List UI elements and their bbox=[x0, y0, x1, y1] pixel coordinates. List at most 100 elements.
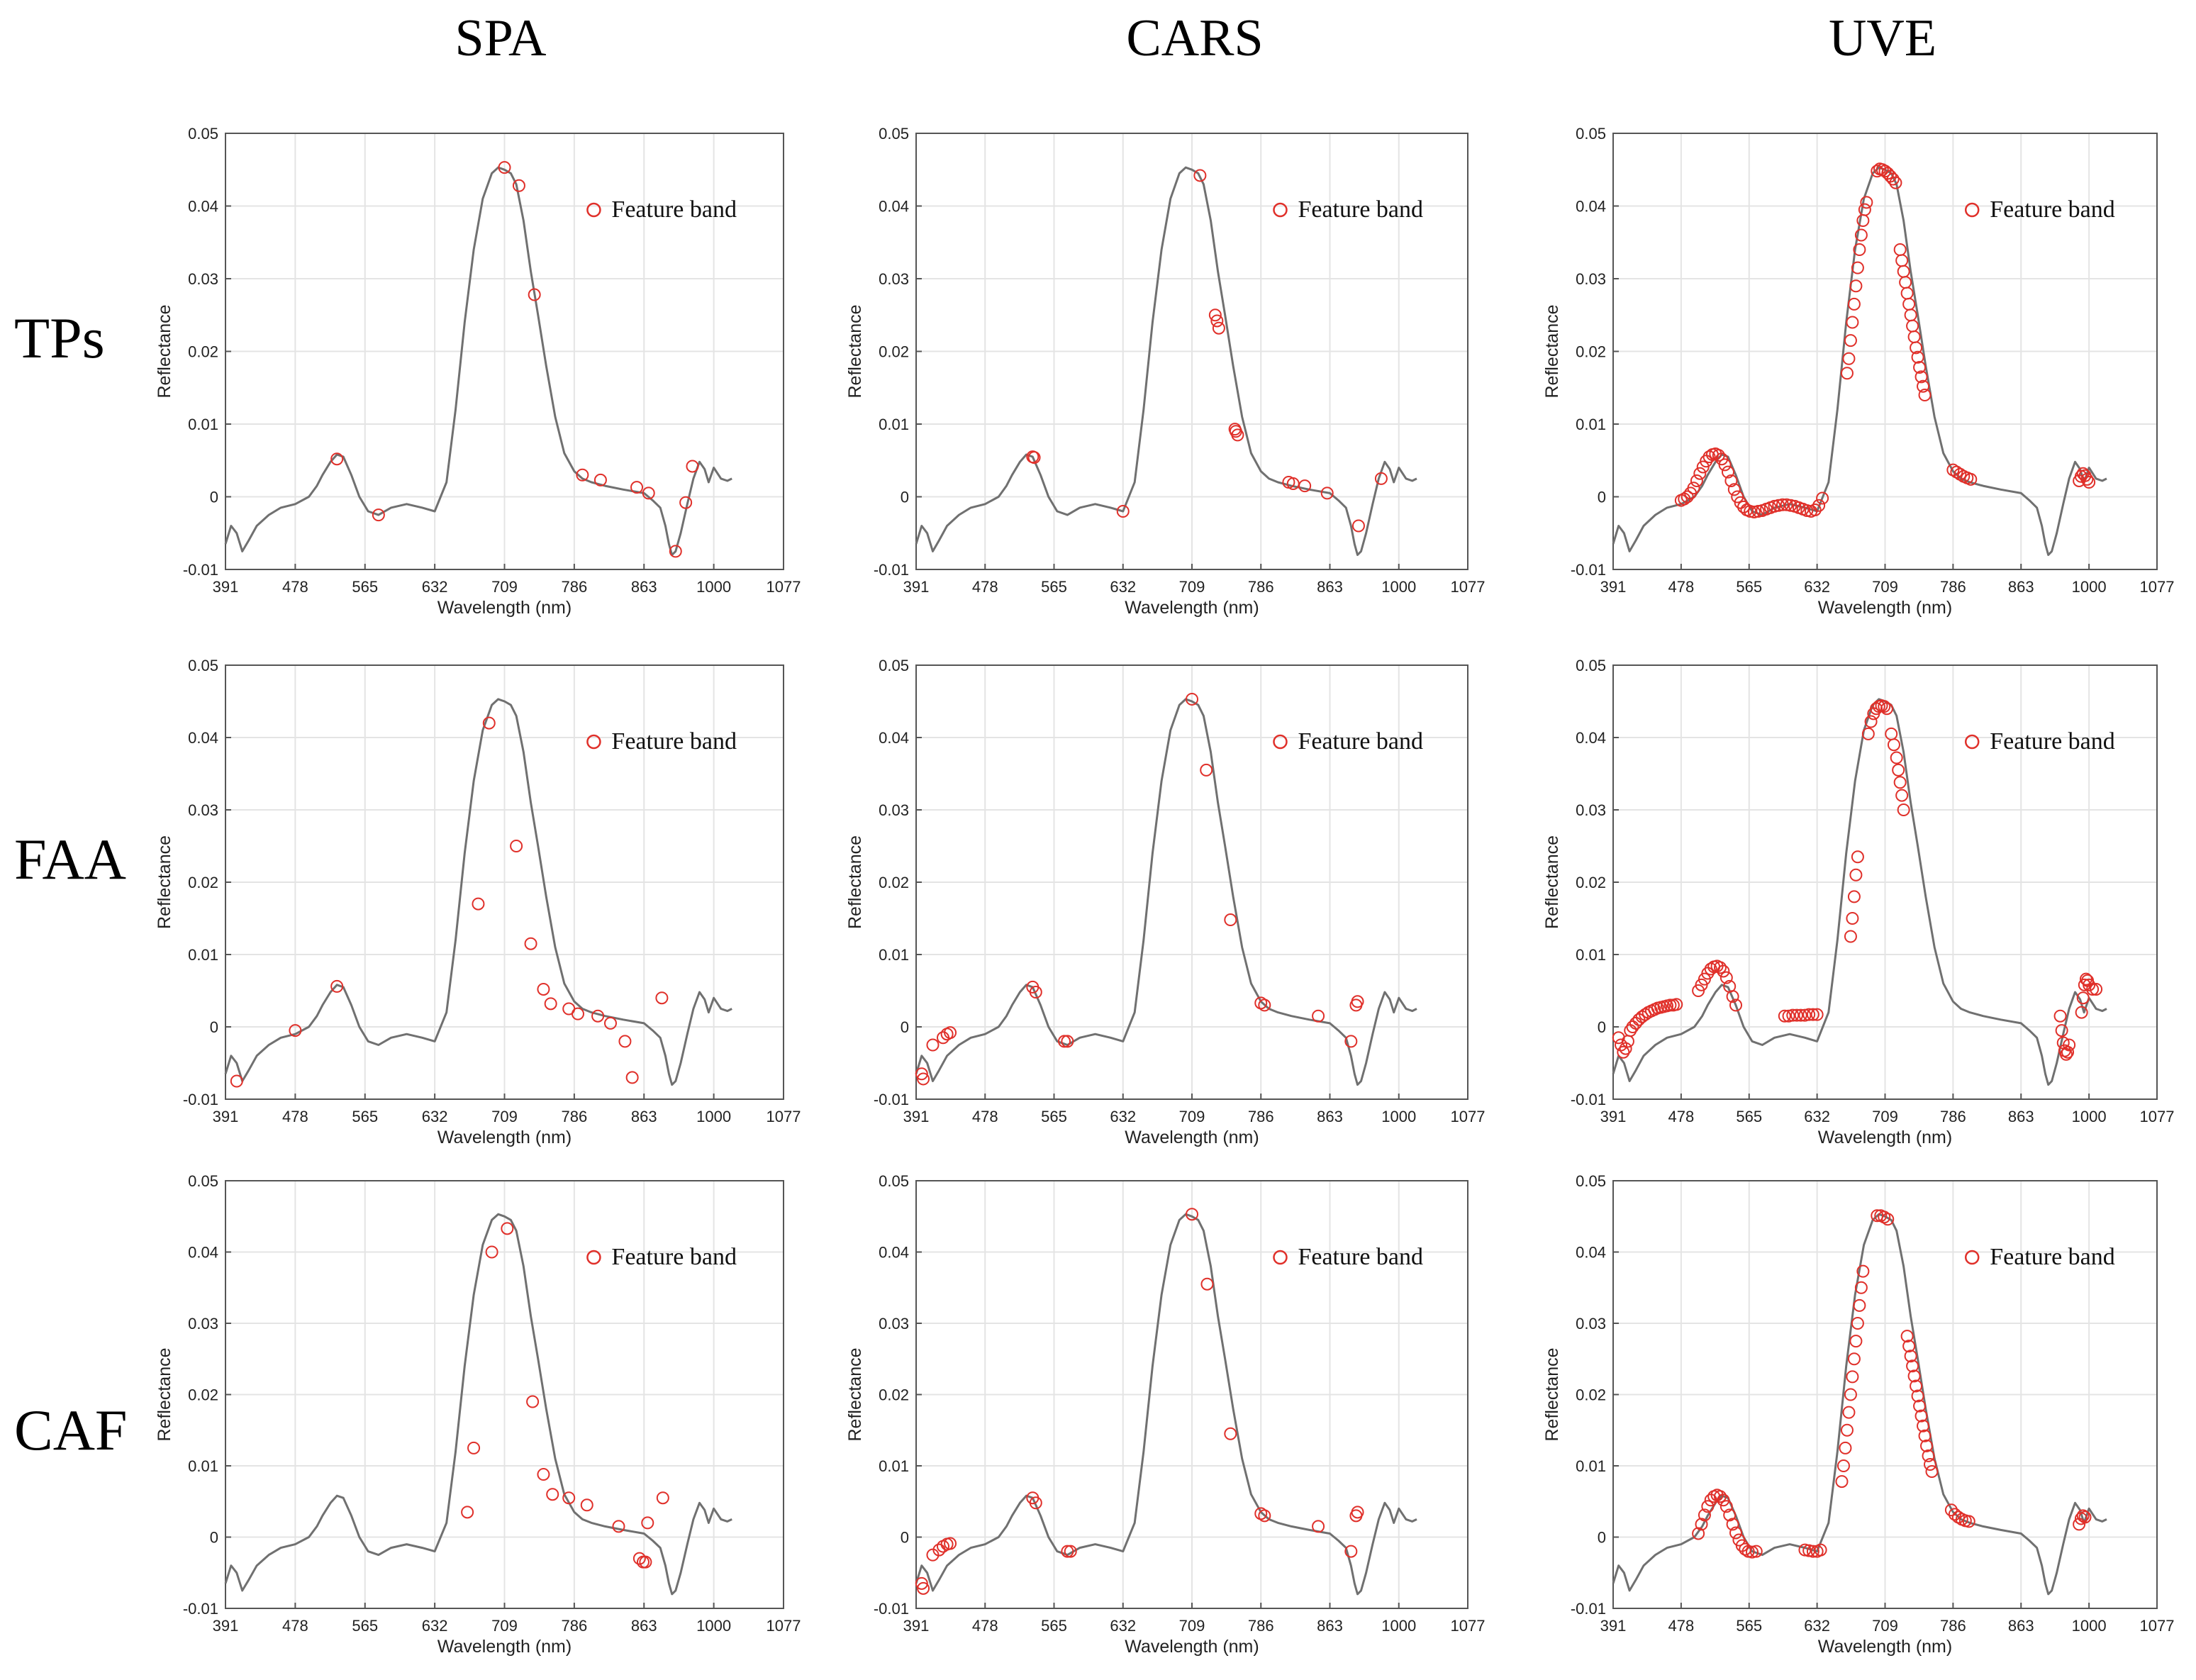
feature-band-marker bbox=[1212, 321, 1225, 335]
feature-band-marker bbox=[1768, 499, 1781, 513]
feature-band-marker bbox=[1208, 308, 1222, 322]
feature-band-marker bbox=[330, 979, 344, 993]
x-tick-label: 478 bbox=[282, 1617, 308, 1635]
y-tick-label: 0 bbox=[210, 489, 218, 506]
feature-band-marker bbox=[1858, 203, 1871, 216]
panel-spa-faa: 391 478 565 632 709 786 863 1000 1077 -0.01 0 0.01 0… bbox=[155, 657, 801, 1147]
x-tick-label: 1000 bbox=[696, 578, 731, 596]
legend-marker bbox=[586, 1250, 601, 1265]
feature-band-marker bbox=[472, 897, 485, 911]
feature-band-marker bbox=[1210, 314, 1224, 328]
x-tick-label: 709 bbox=[491, 1108, 518, 1125]
y-tick-label: 0.01 bbox=[1576, 1457, 1606, 1475]
spectrum-line bbox=[915, 698, 1417, 1086]
y-tick-label: 0.02 bbox=[1576, 874, 1606, 891]
y-tick-label: 0.04 bbox=[188, 1244, 218, 1262]
x-tick-label: 478 bbox=[972, 1108, 998, 1125]
x-tick-label: 565 bbox=[1041, 1108, 1067, 1125]
feature-band-marker bbox=[1224, 1427, 1237, 1440]
x-tick-label: 478 bbox=[1668, 1108, 1695, 1125]
x-tick-label: 1077 bbox=[767, 578, 801, 596]
feature-band-marker bbox=[1723, 1508, 1737, 1522]
feature-band-marker bbox=[1693, 467, 1707, 480]
feature-band-marker bbox=[1186, 1208, 1198, 1221]
y-tick-label: 0.01 bbox=[1576, 416, 1606, 433]
y-tick-label: 0 bbox=[1598, 489, 1606, 506]
feature-band-marker bbox=[632, 1552, 646, 1565]
feature-band-marker bbox=[2086, 982, 2100, 996]
x-tick-label: 1000 bbox=[2072, 1108, 2107, 1125]
x-axis-label: Wavelength (nm) bbox=[437, 598, 572, 618]
y-tick-label: -0.01 bbox=[183, 1600, 218, 1618]
x-tick-label: 863 bbox=[2008, 1617, 2034, 1635]
x-tick-label: 1000 bbox=[696, 1108, 731, 1125]
y-tick-label: 0.01 bbox=[879, 416, 909, 433]
feature-band-marker bbox=[926, 1038, 940, 1052]
x-axis-label: Wavelength (nm) bbox=[437, 1637, 572, 1657]
spectrum-line bbox=[224, 698, 732, 1086]
y-tick-label: 0.02 bbox=[879, 1386, 909, 1404]
feature-band-marker bbox=[1258, 1509, 1271, 1523]
feature-band-marker bbox=[1964, 472, 1978, 486]
x-tick-label: 391 bbox=[903, 1617, 930, 1635]
column-label-spa: SPA bbox=[455, 9, 547, 67]
feature-band-marker bbox=[1772, 499, 1785, 512]
feature-band-marker bbox=[1720, 1500, 1733, 1513]
y-tick-label: 0.02 bbox=[188, 874, 218, 891]
y-axis-label: Reflectance bbox=[845, 304, 865, 398]
feature-band-marker bbox=[1776, 498, 1789, 511]
feature-band-marker bbox=[1853, 1298, 1866, 1312]
feature-band-marker bbox=[1747, 506, 1761, 519]
x-tick-label: 632 bbox=[1804, 1108, 1830, 1125]
x-tick-label: 565 bbox=[1041, 1617, 1067, 1635]
x-tick-label: 1077 bbox=[1451, 1108, 1486, 1125]
x-tick-label: 863 bbox=[631, 578, 657, 596]
x-tick-label: 478 bbox=[972, 1617, 998, 1635]
feature-band-marker bbox=[1794, 1008, 1807, 1022]
x-tick-label: 632 bbox=[1804, 1617, 1830, 1635]
x-tick-label: 863 bbox=[631, 1108, 657, 1125]
feature-band-marker bbox=[915, 1576, 928, 1590]
legend-label: Feature band bbox=[1298, 196, 1423, 223]
legend-marker bbox=[1273, 202, 1288, 218]
y-tick-label: 0.02 bbox=[188, 343, 218, 361]
feature-band-marker bbox=[1690, 474, 1703, 487]
x-axis-label: Wavelength (nm) bbox=[1818, 598, 1952, 618]
legend-marker bbox=[1964, 202, 1980, 218]
x-tick-label: 863 bbox=[631, 1617, 657, 1635]
feature-band-marker bbox=[669, 545, 682, 558]
feature-band-marker bbox=[1917, 1419, 1930, 1433]
feature-band-marker bbox=[1687, 482, 1700, 495]
feature-band-marker bbox=[1897, 803, 1910, 816]
y-tick-label: 0 bbox=[210, 1018, 218, 1036]
feature-band-marker bbox=[2075, 1006, 2088, 1019]
feature-band-marker bbox=[1200, 1277, 1214, 1291]
y-tick-label: 0.05 bbox=[879, 125, 909, 143]
feature-band-marker bbox=[1944, 1503, 1958, 1517]
feature-band-marker bbox=[1258, 998, 1271, 1012]
x-tick-label: 632 bbox=[422, 578, 448, 596]
y-tick-label: 0.03 bbox=[188, 270, 218, 288]
feature-band-marker bbox=[2090, 982, 2103, 996]
feature-band-marker bbox=[1914, 370, 1928, 384]
feature-band-marker bbox=[1698, 1508, 1711, 1522]
feature-band-marker bbox=[2059, 1047, 2073, 1061]
x-tick-label: 863 bbox=[1317, 1617, 1343, 1635]
feature-band-marker bbox=[1029, 986, 1042, 999]
feature-band-marker bbox=[2063, 1038, 2076, 1052]
feature-band-marker bbox=[1027, 451, 1041, 464]
legend-marker bbox=[586, 734, 601, 750]
feature-band-marker bbox=[372, 508, 385, 522]
feature-band-marker bbox=[1893, 776, 1907, 789]
feature-band-marker bbox=[1900, 1330, 1914, 1343]
feature-band-marker bbox=[1692, 1527, 1705, 1540]
feature-band-marker bbox=[2083, 978, 2096, 991]
feature-band-marker bbox=[1844, 1388, 1857, 1401]
feature-band-marker bbox=[1886, 172, 1900, 186]
panel-uve-tps: 391 478 565 632 709 786 863 1000 1077 -0.01 0 0.01 0… bbox=[1542, 125, 2174, 618]
y-tick-label: 0.01 bbox=[188, 416, 218, 433]
feature-band-marker bbox=[656, 1491, 669, 1505]
feature-band-marker bbox=[1778, 1009, 1791, 1023]
feature-band-marker bbox=[1670, 998, 1683, 1011]
y-tick-label: 0.04 bbox=[1576, 729, 1606, 747]
